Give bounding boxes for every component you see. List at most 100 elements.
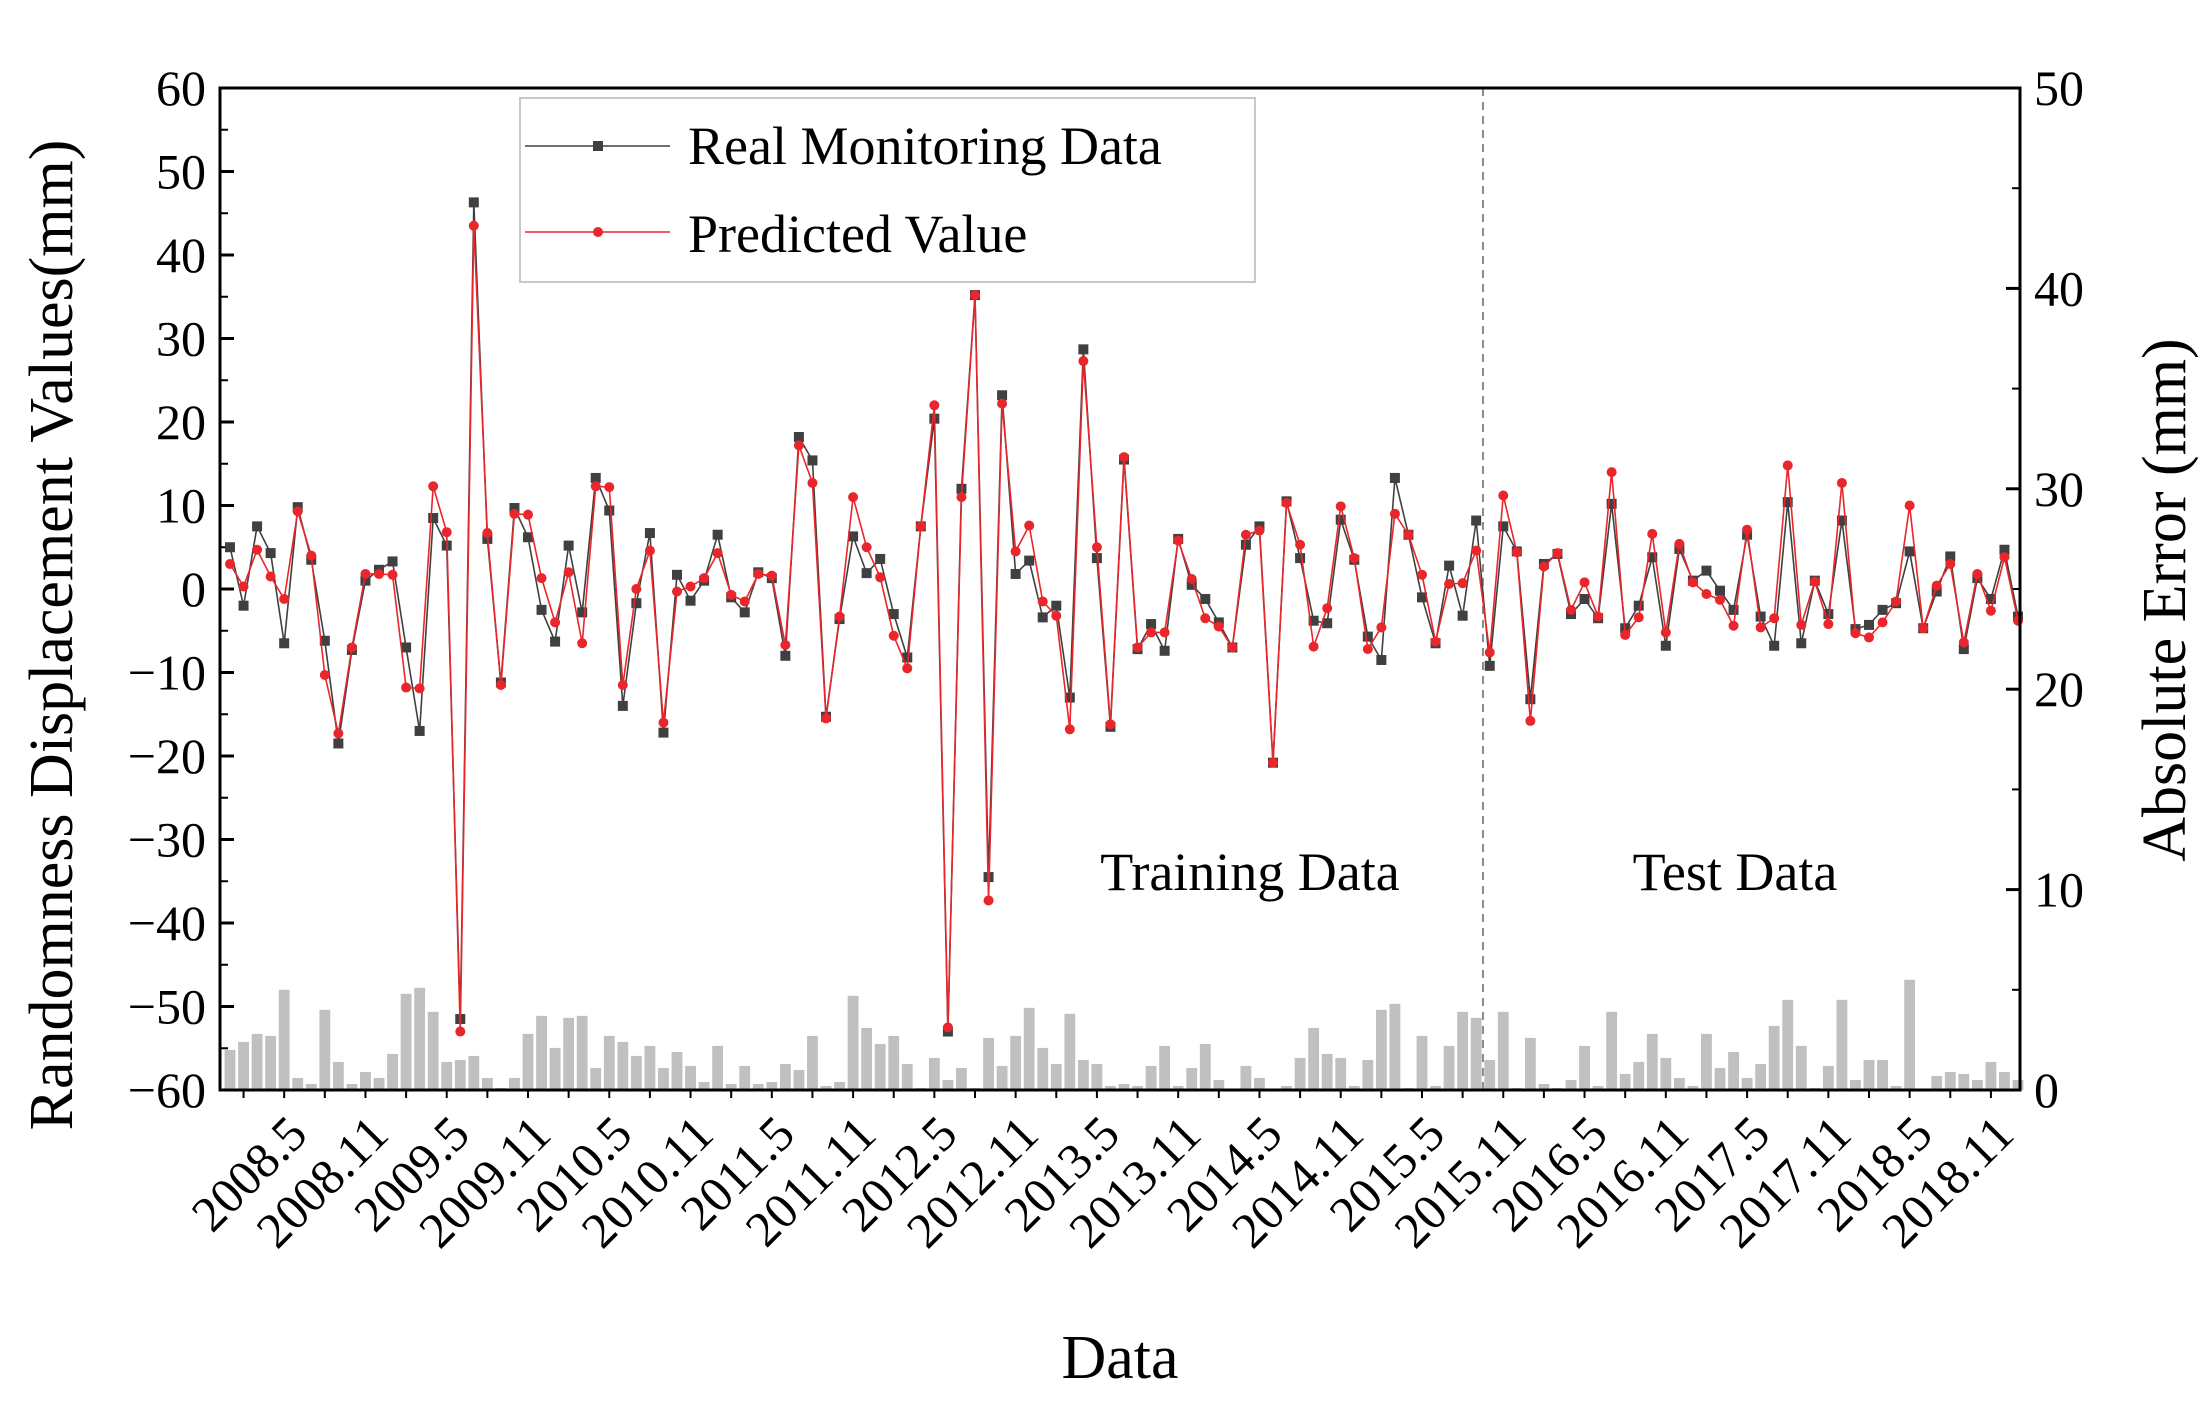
predicted-data-point xyxy=(1566,604,1576,615)
error-bar xyxy=(576,1015,588,1090)
y-left-tick-label: −50 xyxy=(128,979,206,1035)
predicted-data-point xyxy=(1728,620,1739,631)
predicted-data-point xyxy=(1376,622,1387,633)
y-right-tick-label: 10 xyxy=(2034,862,2084,918)
real-data-point xyxy=(1877,604,1888,615)
predicted-data-point xyxy=(1538,561,1549,572)
error-bar xyxy=(1023,1007,1035,1090)
legend: Real Monitoring Data Predicted Value xyxy=(519,97,1256,283)
real-data-point xyxy=(1836,515,1847,526)
real-data-point xyxy=(428,513,439,524)
predicted-data-point xyxy=(929,400,940,411)
predicted-data-point xyxy=(1633,612,1644,623)
error-bar xyxy=(1782,999,1794,1090)
predicted-data-point xyxy=(888,630,899,641)
predicted-data-point xyxy=(685,581,696,592)
predicted-data-point xyxy=(1660,627,1671,638)
predicted-data-point xyxy=(428,481,439,492)
predicted-data-point xyxy=(1931,580,1942,591)
real-data-point xyxy=(279,638,290,649)
predicted-data-point xyxy=(1444,578,1455,589)
error-bar xyxy=(1836,999,1848,1090)
error-bar xyxy=(481,1077,493,1090)
real-data-point xyxy=(1999,544,2010,555)
real-data-point xyxy=(685,595,696,606)
error-bar xyxy=(1687,1085,1699,1090)
predicted-data-point xyxy=(1891,596,1902,607)
y-right-tick-label: 30 xyxy=(2034,461,2084,517)
real-data-point xyxy=(1376,654,1387,665)
error-bar xyxy=(1673,1077,1685,1090)
real-data-point xyxy=(1051,600,1062,611)
error-bar xyxy=(1430,1085,1441,1090)
error-bar xyxy=(1077,1059,1089,1090)
error-bar xyxy=(1971,1079,1983,1090)
predicted-data-point xyxy=(1064,724,1075,735)
error-bar xyxy=(942,1079,954,1090)
real-data-point xyxy=(1362,631,1373,642)
error-bar xyxy=(1213,1079,1225,1090)
error-bar xyxy=(1389,1003,1401,1090)
predicted-data-point xyxy=(1850,628,1861,639)
predicted-data-point xyxy=(1403,529,1414,540)
error-bar xyxy=(1728,1051,1739,1090)
real-data-point xyxy=(739,607,750,618)
predicted-data-point xyxy=(1484,647,1495,658)
error-bar xyxy=(400,993,412,1090)
real-data-point xyxy=(1958,644,1969,655)
error-bar xyxy=(1660,1057,1672,1090)
error-bar xyxy=(1701,1033,1712,1090)
error-bar xyxy=(861,1027,873,1090)
error-bar xyxy=(603,1035,615,1090)
predicted-data-point xyxy=(1864,632,1874,643)
legend-box xyxy=(519,97,1256,283)
predicted-data-point xyxy=(1254,525,1265,536)
real-data-point xyxy=(1200,594,1211,605)
predicted-data-point xyxy=(1430,636,1441,647)
error-bar xyxy=(766,1081,778,1090)
legend-predicted-label: Predicted Value xyxy=(688,204,1027,264)
real-data-point xyxy=(1985,594,1996,605)
real-data-point xyxy=(577,607,588,618)
predicted-data-point xyxy=(1674,538,1685,549)
error-bar xyxy=(590,1067,602,1090)
error-bar xyxy=(671,1051,683,1090)
real-data-point xyxy=(672,569,682,580)
predicted-data-point xyxy=(997,398,1008,409)
error-bar xyxy=(1524,1037,1536,1090)
predicted-data-point xyxy=(672,586,682,597)
error-bar xyxy=(1890,1085,1902,1090)
predicted-data-point xyxy=(848,492,859,503)
x-axis-title: Data xyxy=(1061,1324,1178,1392)
error-bar xyxy=(996,1065,1008,1090)
real-data-point xyxy=(1904,546,1915,557)
predicted-data-point xyxy=(1037,596,1048,607)
error-bars-group xyxy=(224,979,2024,1090)
error-bar xyxy=(2012,1079,2024,1090)
y-right-tick-label: 50 xyxy=(2034,60,2084,116)
real-data-point xyxy=(888,609,899,620)
predicted-data-point xyxy=(1647,528,1658,539)
predicted-data-point xyxy=(292,506,303,517)
predicted-data-point xyxy=(1958,637,1969,648)
real-data-point xyxy=(1417,592,1427,603)
error-bar xyxy=(928,1057,940,1090)
error-bar xyxy=(1294,1057,1306,1090)
real-monitoring-line xyxy=(229,202,2019,1032)
real-data-point xyxy=(1769,640,1780,651)
error-bar xyxy=(536,1015,547,1090)
error-bar xyxy=(1904,979,1916,1090)
predicted-data-point xyxy=(590,481,601,492)
legend-predicted-swatch-marker xyxy=(593,227,603,237)
predicted-data-point xyxy=(1715,594,1725,605)
error-bar xyxy=(1822,1065,1834,1090)
predicted-data-point xyxy=(1985,605,1996,616)
predicted-data-point xyxy=(1119,452,1129,463)
y-left-tick-label: −60 xyxy=(128,1062,206,1118)
predicted-data-point xyxy=(834,611,845,622)
predicted-data-point xyxy=(970,290,980,301)
real-data-point xyxy=(1078,344,1089,355)
error-bar xyxy=(874,1043,886,1090)
real-data-point xyxy=(1010,568,1021,579)
real-data-point xyxy=(414,725,425,736)
